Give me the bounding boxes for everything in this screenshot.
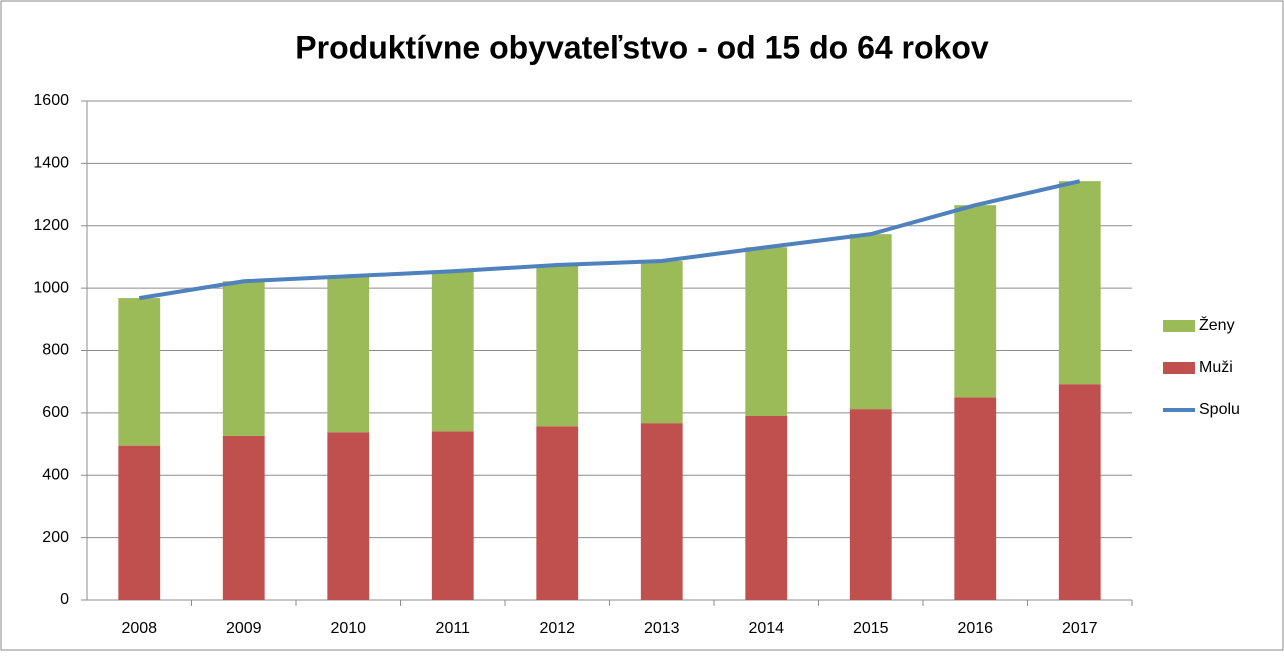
bar bbox=[327, 432, 370, 600]
bar bbox=[327, 276, 370, 433]
x-tick-label: 2012 bbox=[539, 620, 575, 637]
x-tick-label: 2008 bbox=[121, 620, 157, 637]
legend-label: Muži bbox=[1199, 359, 1233, 376]
bar bbox=[222, 281, 265, 436]
legend-label: Spolu bbox=[1199, 401, 1240, 418]
bar bbox=[745, 415, 788, 600]
bar bbox=[536, 426, 579, 600]
x-tick-label: 2016 bbox=[957, 620, 993, 637]
chart-title: Produktívne obyvateľstvo - od 15 do 64 r… bbox=[295, 29, 989, 65]
bar bbox=[745, 247, 788, 416]
y-tick-label: 1600 bbox=[33, 92, 69, 109]
bar bbox=[1058, 181, 1101, 385]
y-tick-label: 1400 bbox=[33, 155, 69, 172]
bar bbox=[431, 431, 474, 600]
bar bbox=[431, 271, 474, 432]
bar bbox=[954, 397, 997, 600]
y-tick-label: 1000 bbox=[33, 279, 69, 296]
legend-label: Ženy bbox=[1199, 315, 1235, 334]
bar bbox=[222, 435, 265, 600]
bar bbox=[954, 205, 997, 398]
bar bbox=[849, 234, 892, 410]
legend-swatch bbox=[1163, 362, 1195, 374]
y-tick-label: 1200 bbox=[33, 217, 69, 234]
y-tick-label: 800 bbox=[42, 342, 69, 359]
y-tick-label: 0 bbox=[60, 591, 69, 608]
y-tick-label: 200 bbox=[42, 529, 69, 546]
bar bbox=[118, 298, 161, 446]
bar bbox=[849, 409, 892, 600]
x-tick-label: 2013 bbox=[644, 620, 680, 637]
bar bbox=[640, 260, 683, 424]
x-tick-label: 2017 bbox=[1062, 620, 1098, 637]
x-tick-label: 2010 bbox=[330, 620, 366, 637]
bar bbox=[1058, 384, 1101, 600]
x-tick-label: 2009 bbox=[226, 620, 262, 637]
y-tick-label: 400 bbox=[42, 466, 69, 483]
line bbox=[138, 179, 1081, 301]
bar bbox=[118, 445, 161, 600]
x-tick-label: 2011 bbox=[436, 620, 471, 637]
bar bbox=[640, 423, 683, 600]
legend-swatch bbox=[1163, 320, 1195, 332]
y-tick-label: 600 bbox=[42, 404, 69, 421]
x-tick-label: 2015 bbox=[853, 620, 889, 637]
x-tick-label: 2014 bbox=[748, 620, 784, 637]
bar bbox=[536, 265, 579, 427]
